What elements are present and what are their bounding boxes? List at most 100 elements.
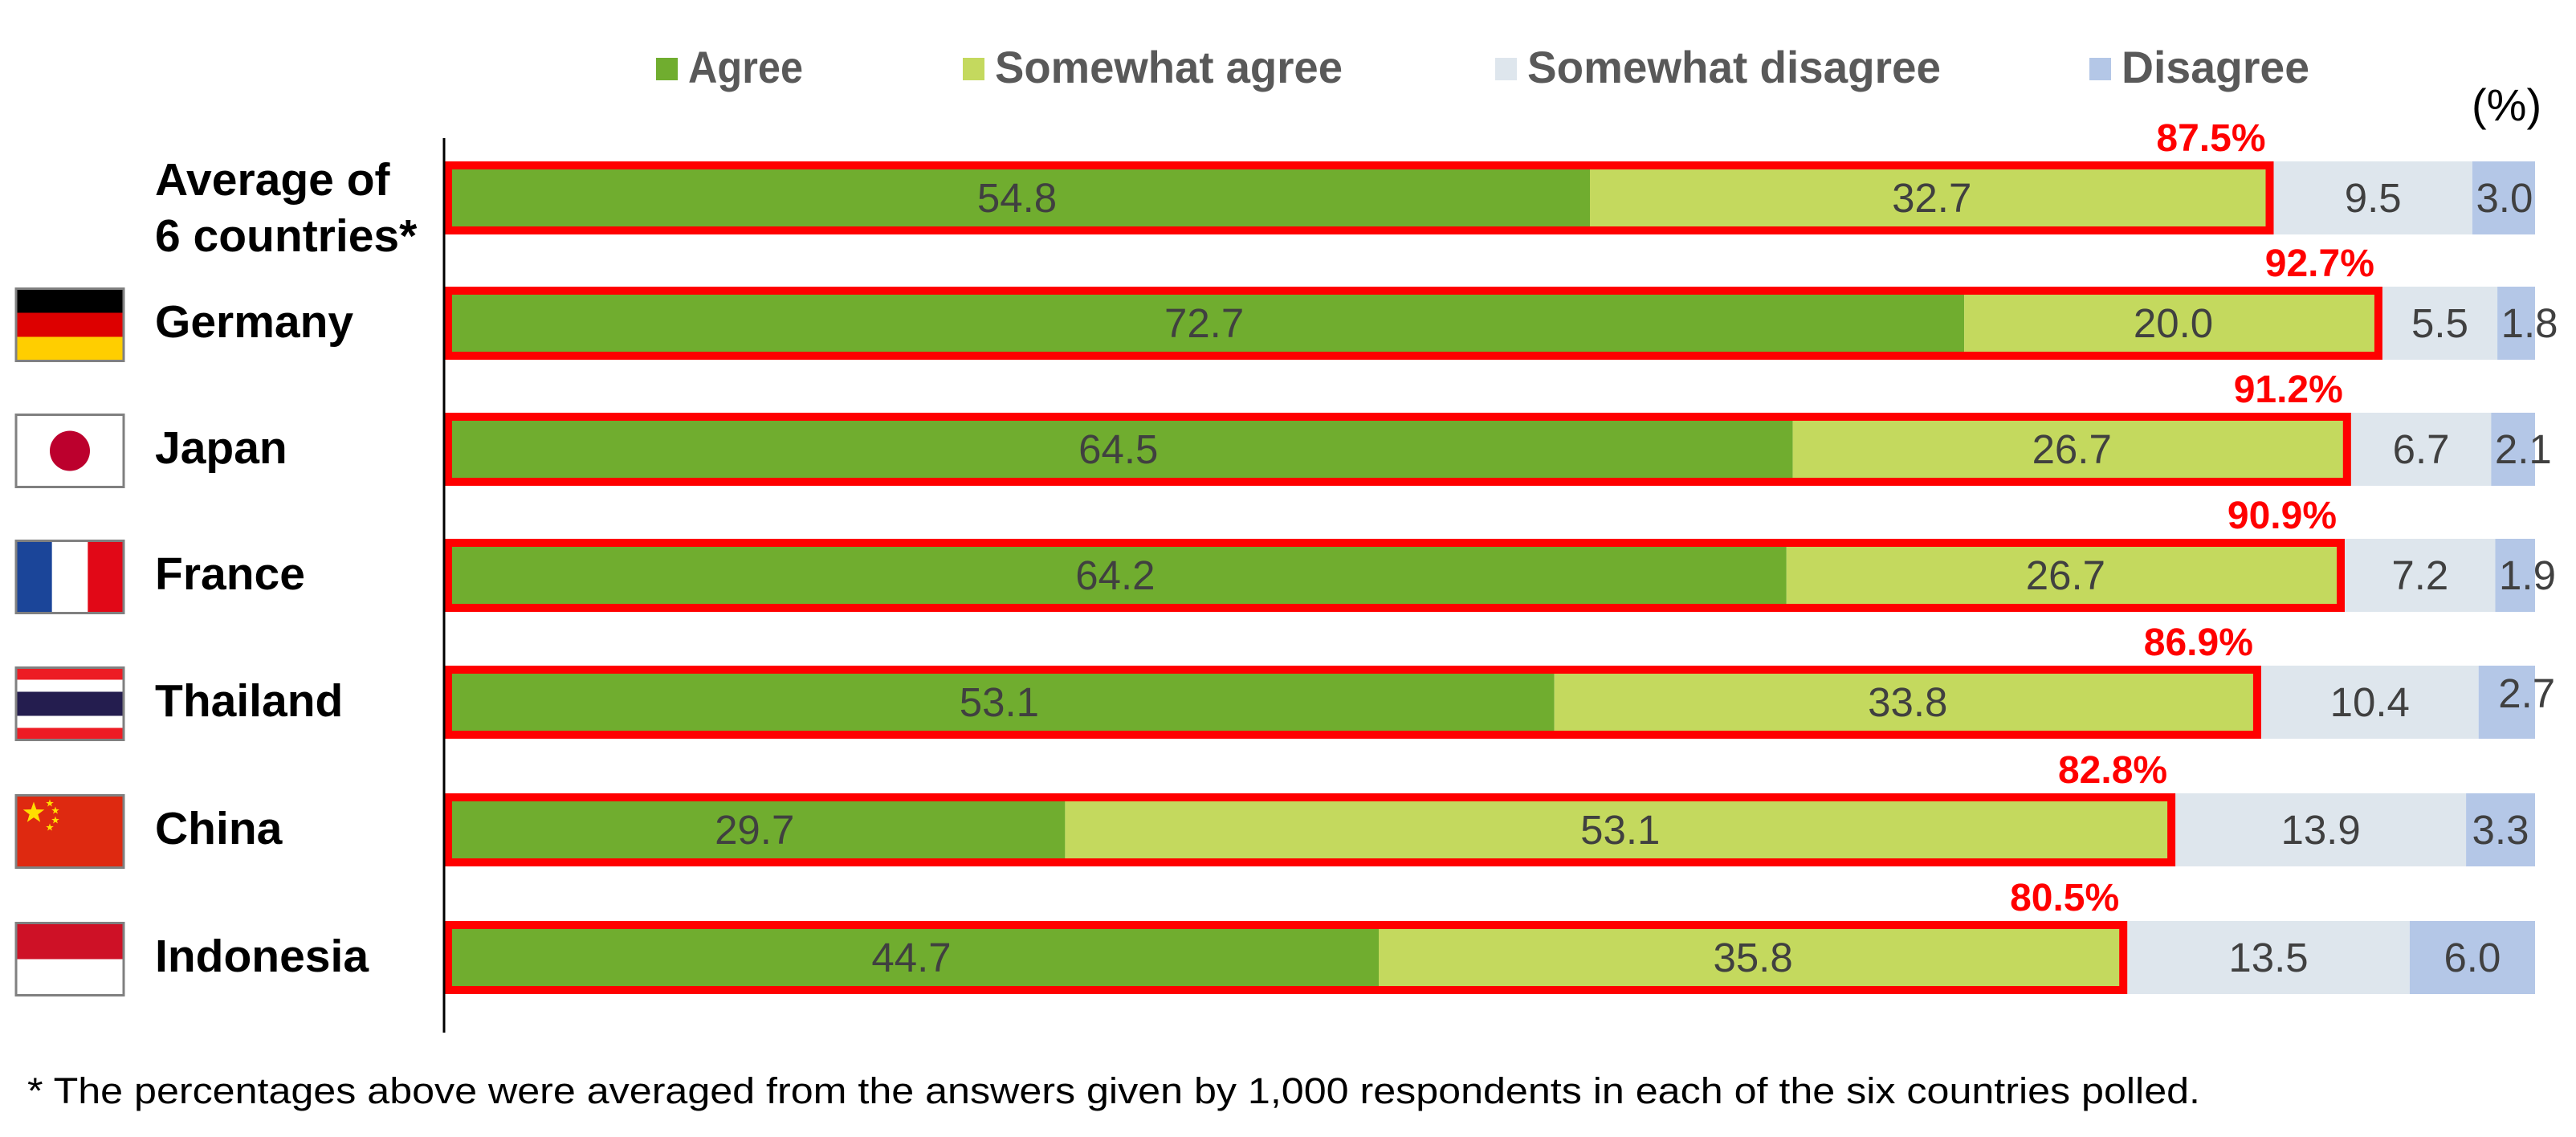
value-label: 5.5 xyxy=(2411,300,2468,346)
value-label: 44.7 xyxy=(871,935,951,980)
highlight-box xyxy=(444,666,2261,739)
bar-segment-somewhat-disagree xyxy=(2127,921,2410,994)
value-label: 6.7 xyxy=(2393,426,2450,472)
legend-swatch xyxy=(2089,58,2111,80)
bar-segment-somewhat-agree xyxy=(1792,413,2351,486)
bar-row: 64.5 26.7 6.7 2.1 91.2% xyxy=(444,369,2552,486)
total-agree-label: 90.9% xyxy=(2228,495,2337,537)
thailand-flag-icon xyxy=(14,666,125,741)
footnote: * The percentages above were averaged fr… xyxy=(27,1070,2200,1111)
value-label: 64.2 xyxy=(1075,552,1155,598)
germany-flag-icon xyxy=(14,287,125,362)
value-label: 13.5 xyxy=(2228,935,2308,980)
total-agree-label: 80.5% xyxy=(2010,877,2119,919)
bar-segment-somewhat-disagree xyxy=(2260,666,2479,739)
value-label: 10.4 xyxy=(2330,679,2410,725)
legend-label: Disagree xyxy=(2122,42,2309,92)
legend-swatch xyxy=(1495,58,1517,80)
category-label: Thailand xyxy=(155,675,343,727)
value-label: 53.1 xyxy=(1580,807,1660,853)
value-label: 64.5 xyxy=(1078,426,1158,472)
bar-segment-somewhat-disagree xyxy=(2273,161,2472,234)
bars: 54.8 32.7 9.5 3.0 87.5% 72.7 20.0 5.5 1.8 92.7% 64… xyxy=(444,117,2558,994)
bar-segment-disagree xyxy=(2478,666,2535,739)
bar-segment-disagree xyxy=(2491,413,2535,486)
bar-row: 29.7 53.1 13.9 3.3 82.8% xyxy=(444,749,2535,866)
bar-row: 44.7 35.8 13.5 6.0 80.5% xyxy=(444,877,2535,994)
bar-segment-agree xyxy=(444,793,1066,866)
value-label: 2.7 xyxy=(2498,670,2555,716)
value-label: 20.0 xyxy=(2134,300,2213,346)
value-label: 7.2 xyxy=(2391,552,2448,598)
bar-segment-somewhat-agree xyxy=(1554,666,2261,739)
category-label: Germany xyxy=(155,296,353,348)
total-agree-label: 86.9% xyxy=(2144,621,2253,664)
unit-label: (%) xyxy=(2472,79,2541,130)
value-label: 29.7 xyxy=(715,807,794,853)
value-label: 3.3 xyxy=(2472,807,2529,853)
bar-segment-disagree xyxy=(2409,921,2535,994)
total-agree-label: 92.7% xyxy=(2265,242,2374,285)
flags xyxy=(14,287,125,996)
highlight-box xyxy=(444,793,2176,866)
bar-segment-agree xyxy=(444,666,1555,739)
value-label: 2.1 xyxy=(2495,426,2552,472)
france-flag-icon xyxy=(14,540,125,614)
total-agree-label: 87.5% xyxy=(2156,117,2265,160)
bar-segment-somewhat-disagree xyxy=(2345,539,2496,612)
legend-swatch xyxy=(656,58,678,80)
legend-item-disagree: Disagree xyxy=(2089,42,2309,92)
category-label: China xyxy=(155,803,283,854)
indonesia-flag-icon xyxy=(14,922,125,996)
legend-item-somewhat-disagree: Somewhat disagree xyxy=(1495,42,1941,92)
bar-segment-disagree xyxy=(2495,539,2535,612)
category-labels: Average of 6 countries* Germany Japan France… xyxy=(155,154,418,982)
total-agree-label: 91.2% xyxy=(2234,369,2343,411)
bar-row: 54.8 32.7 9.5 3.0 87.5% xyxy=(444,117,2535,234)
highlight-box xyxy=(444,161,2274,234)
value-label: 13.9 xyxy=(2280,807,2360,853)
bar-row: 64.2 26.7 7.2 1.9 90.9% xyxy=(444,495,2556,612)
legend-item-somewhat-agree: Somewhat agree xyxy=(963,42,1343,92)
highlight-box xyxy=(444,539,2345,612)
value-label: 1.8 xyxy=(2501,300,2558,346)
category-label: Indonesia xyxy=(155,931,369,982)
legend-swatch xyxy=(963,58,984,80)
bar-segment-somewhat-disagree xyxy=(2382,287,2498,360)
china-flag-icon xyxy=(14,794,125,869)
legend: Agree Somewhat agree Somewhat disagree Disa… xyxy=(656,42,2309,92)
bar-segment-disagree xyxy=(2497,287,2535,360)
value-label: 33.8 xyxy=(1868,679,1947,725)
category-label: France xyxy=(155,548,305,600)
bar-segment-disagree xyxy=(2466,793,2535,866)
value-label: 32.7 xyxy=(1892,175,1971,221)
bar-segment-somewhat-agree xyxy=(1590,161,2274,234)
bar-row: 53.1 33.8 10.4 2.7 86.9% xyxy=(444,621,2555,739)
bar-row: 72.7 20.0 5.5 1.8 92.7% xyxy=(444,242,2558,360)
bar-segment-disagree xyxy=(2472,161,2535,234)
legend-label: Somewhat disagree xyxy=(1527,42,1941,92)
bar-segment-somewhat-disagree xyxy=(2175,793,2467,866)
category-label: Japan xyxy=(155,422,287,474)
value-label: 26.7 xyxy=(2026,552,2105,598)
highlight-box xyxy=(444,921,2128,994)
value-label: 6.0 xyxy=(2444,935,2501,980)
value-label: 54.8 xyxy=(977,175,1057,221)
japan-flag-icon xyxy=(14,414,125,488)
legend-label: Agree xyxy=(688,42,803,92)
category-label: Average of 6 countries* xyxy=(155,154,418,262)
bar-segment-agree xyxy=(444,287,1965,360)
value-label: 26.7 xyxy=(2032,426,2112,472)
value-label: 72.7 xyxy=(1164,300,1244,346)
bar-segment-agree xyxy=(444,539,1787,612)
legend-label: Somewhat agree xyxy=(995,42,1343,92)
total-agree-label: 82.8% xyxy=(2058,749,2167,792)
value-label: 9.5 xyxy=(2345,175,2402,221)
highlight-box xyxy=(444,413,2351,486)
bar-segment-somewhat-agree xyxy=(1786,539,2346,612)
bar-segment-somewhat-disagree xyxy=(2350,413,2492,486)
bar-segment-agree xyxy=(444,921,1379,994)
bar-segment-agree xyxy=(444,161,1590,234)
bar-segment-somewhat-agree xyxy=(1065,793,2176,866)
